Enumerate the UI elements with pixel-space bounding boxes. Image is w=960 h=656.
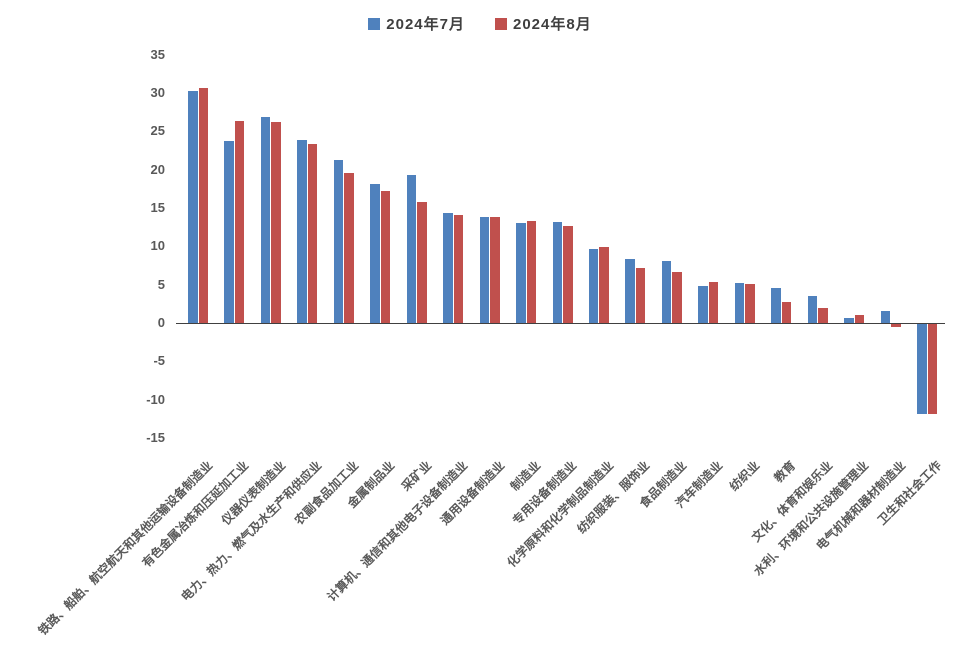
bar-august-15: [745, 283, 755, 323]
bar-august-14: [708, 282, 719, 323]
bar-august-2: [271, 122, 281, 323]
y-axis-tick-label: 35: [150, 46, 165, 62]
bar-august-19: [891, 324, 901, 328]
bar-july-18: [844, 318, 854, 323]
bar-july-7: [443, 212, 453, 323]
y-axis-tick-label: 20: [150, 161, 165, 177]
bar-august-13: [672, 272, 682, 323]
bar-july-17: [807, 296, 818, 323]
y-axis-tick-label: -5: [153, 353, 165, 369]
y-axis-tick-label: 25: [150, 123, 165, 139]
bar-july-20: [917, 324, 927, 414]
y-axis-tick-label: 10: [150, 238, 165, 254]
y-axis-tick-label: 15: [150, 199, 165, 215]
bar-july-15: [734, 283, 745, 323]
bar-july-4: [333, 160, 344, 323]
x-axis-category-label: 纺织业: [726, 458, 762, 494]
bar-august-1: [234, 121, 245, 323]
bar-july-14: [698, 286, 708, 323]
bar-july-8: [479, 217, 490, 323]
bar-august-8: [490, 217, 500, 323]
bar-august-7: [453, 214, 464, 323]
bar-july-0: [188, 91, 198, 323]
bar-august-16: [781, 302, 792, 323]
bar-july-6: [406, 175, 417, 323]
legend-label-august: 2024年8月: [513, 16, 592, 33]
bar-august-10: [563, 225, 573, 323]
bar-july-2: [260, 116, 271, 323]
chart-legend: 2024年7月 2024年8月: [0, 13, 960, 34]
bar-august-11: [599, 247, 609, 323]
legend-label-july: 2024年7月: [386, 16, 465, 33]
y-axis-tick-label: 30: [150, 84, 165, 100]
legend-swatch-july-icon: [368, 17, 381, 30]
bar-august-20: [927, 324, 937, 415]
legend-swatch-august-icon: [495, 17, 507, 30]
bar-august-17: [818, 307, 828, 323]
bar-july-10: [552, 221, 562, 323]
bar-august-9: [526, 221, 537, 323]
legend-item-august: 2024年8月: [495, 13, 592, 34]
bar-august-5: [380, 191, 391, 323]
bar-july-13: [661, 260, 672, 323]
y-axis-tick-label: 5: [157, 276, 165, 292]
y-axis-tick-label: 0: [157, 315, 165, 330]
bar-august-0: [198, 88, 208, 323]
legend-item-july: 2024年7月: [368, 13, 465, 34]
y-axis-tick-label: -15: [146, 430, 165, 445]
bar-july-12: [625, 258, 635, 323]
x-axis-zero-line: [176, 323, 945, 324]
bar-july-19: [880, 311, 891, 323]
y-axis-tick-label: -10: [146, 391, 165, 407]
bar-july-1: [224, 141, 234, 323]
bar-august-12: [635, 267, 646, 323]
bar-july-11: [588, 248, 599, 323]
x-axis-category-label: 铁路、船舶、航空航天和其他运输设备制造业: [35, 458, 216, 638]
x-axis-category-label: 教育: [771, 458, 799, 486]
bar-july-9: [516, 222, 526, 323]
bar-august-4: [344, 172, 354, 323]
bar-july-3: [297, 139, 307, 323]
bar-august-18: [854, 314, 865, 323]
bar-july-16: [771, 288, 781, 323]
bar-august-3: [307, 143, 318, 323]
bar-august-6: [417, 201, 427, 323]
bar-july-5: [370, 184, 380, 323]
